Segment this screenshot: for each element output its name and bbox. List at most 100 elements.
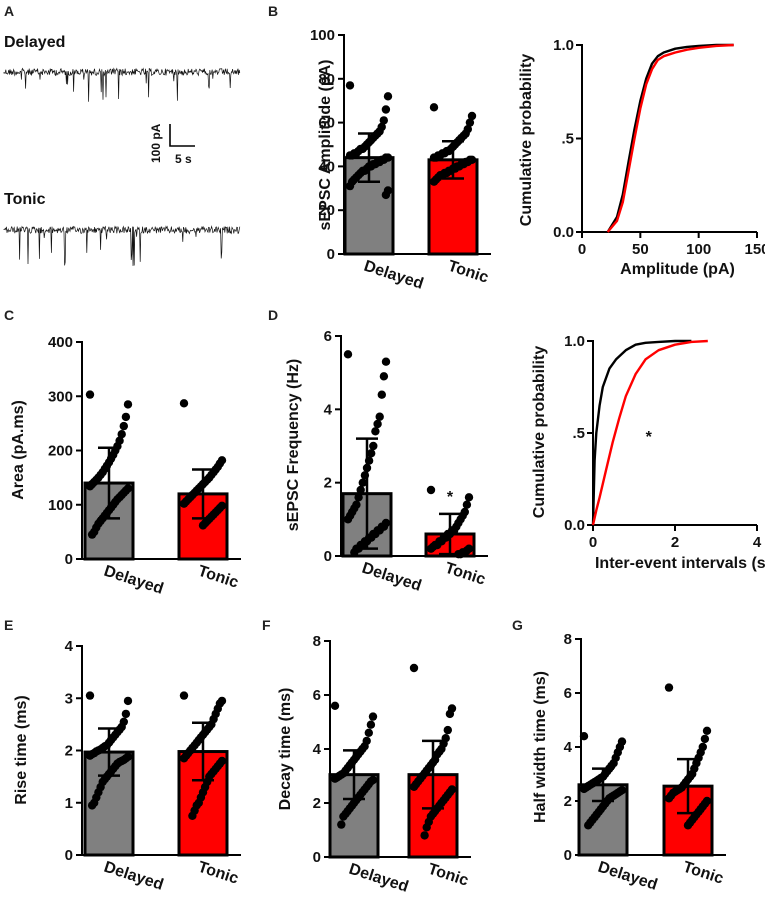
x-tick-label: 2 — [671, 534, 679, 551]
y-axis-label: Cumulative probability — [531, 346, 548, 519]
y-tick-label: 4 — [564, 739, 573, 756]
y-axis-label: Area (pA.ms) — [10, 400, 27, 500]
data-point — [87, 801, 97, 810]
y-tick-label: 400 — [48, 334, 73, 351]
y-tick-label: .5 — [561, 131, 574, 148]
y-axis-label: Half width time (ms) — [532, 671, 549, 823]
data-point — [121, 709, 131, 719]
category-label: Tonic — [196, 563, 241, 592]
y-tick-label: 100 — [310, 27, 335, 44]
data-point — [343, 350, 353, 359]
data-point — [429, 103, 439, 112]
data-point — [179, 754, 189, 763]
category-label: Tonic — [426, 861, 471, 890]
data-point — [700, 734, 710, 744]
significance-marker: * — [646, 429, 653, 446]
y-tick-label: 0.0 — [553, 224, 574, 241]
data-point — [375, 412, 384, 421]
data-point — [426, 544, 436, 553]
x-tick-label: 4 — [753, 534, 762, 551]
data-point — [579, 784, 589, 794]
data-point — [367, 449, 376, 458]
y-tick-label: 200 — [48, 443, 73, 460]
y-axis-label: sEPSC Amplitude (pA) — [317, 60, 334, 231]
data-point — [339, 812, 348, 821]
data-point — [330, 774, 340, 783]
y-tick-label: 8 — [313, 633, 321, 650]
panel-label-f: F — [262, 617, 271, 633]
y-tick-label: 1 — [65, 795, 73, 812]
data-point — [379, 116, 388, 125]
y-tick-label: 3 — [65, 690, 73, 707]
cdf-line-tonic — [606, 43, 734, 233]
y-tick-label: 1.0 — [564, 333, 585, 350]
category-label: Tonic — [681, 859, 726, 888]
data-point — [422, 823, 431, 832]
data-point — [179, 499, 189, 508]
y-tick-label: 0.0 — [564, 517, 585, 534]
scale-bar-y-label: 100 pA — [149, 123, 163, 163]
category-label: Delayed — [102, 859, 166, 894]
data-point — [354, 493, 363, 502]
data-point — [117, 430, 126, 439]
category-label: Delayed — [596, 859, 660, 894]
data-point — [381, 105, 391, 114]
data-point — [345, 181, 355, 191]
data-point — [85, 482, 95, 491]
data-point — [683, 821, 693, 830]
data-point — [198, 521, 208, 530]
y-tick-label: 2 — [564, 793, 572, 810]
data-point — [467, 111, 477, 121]
data-point — [383, 92, 393, 101]
interval-cumulative-plot: 0.0 .5 1.0 0 2 4 Cumulative probability Inter-e… — [531, 333, 765, 572]
y-tick-label: .5 — [572, 425, 585, 442]
category-label: Tonic — [446, 258, 491, 287]
data-point — [426, 485, 436, 495]
x-tick-label: 0 — [578, 241, 586, 258]
y-axis-label: Rise time (ms) — [13, 695, 30, 804]
y-tick-label: 0 — [564, 847, 572, 864]
y-tick-label: 100 — [48, 497, 73, 514]
y-tick-label: 8 — [564, 631, 572, 648]
category-label: Tonic — [443, 560, 488, 589]
panel-label-e: E — [4, 617, 13, 633]
panel-label-b: B — [268, 3, 278, 19]
y-tick-label: 4 — [324, 401, 333, 418]
y-tick-label: 6 — [324, 328, 332, 345]
data-point — [358, 478, 367, 487]
panel-label-a: A — [4, 3, 14, 19]
data-point — [337, 820, 346, 829]
trace-line — [3, 225, 241, 266]
data-point — [381, 357, 391, 366]
y-tick-label: 0 — [324, 548, 332, 565]
data-point — [330, 701, 340, 710]
data-point — [345, 81, 355, 90]
data-point — [369, 441, 378, 451]
data-point — [85, 751, 95, 760]
data-point — [123, 696, 133, 706]
y-tick-label: 4 — [313, 741, 322, 758]
scale-bar: 100 pA 5 s — [149, 123, 195, 166]
y-axis-label: Cumulative probability — [518, 54, 535, 227]
category-label: Delayed — [102, 563, 166, 598]
data-point — [409, 782, 419, 791]
data-point — [584, 821, 593, 830]
y-tick-label: 6 — [564, 685, 572, 702]
x-tick-label: 100 — [686, 241, 711, 258]
frequency-bar-chart: 0 2 4 6 sEPSC Frequency (Hz) Delayed Tonic * — [285, 328, 488, 595]
data-point — [345, 151, 355, 160]
y-tick-label: 2 — [324, 475, 332, 492]
cdf-line-tonic — [591, 339, 708, 526]
y-tick-label: 2 — [313, 795, 321, 812]
significance-marker: * — [447, 489, 454, 506]
delayed-trace-label: Delayed — [4, 34, 65, 51]
category-label: Delayed — [360, 560, 424, 595]
data-point — [119, 421, 128, 431]
data-point — [87, 530, 97, 539]
data-point — [373, 419, 382, 429]
cdf-line-delayed — [591, 339, 692, 526]
scale-bar-x-label: 5 s — [175, 152, 192, 166]
panel-label-g: G — [512, 617, 523, 633]
data-point — [429, 153, 439, 162]
data-point — [121, 412, 131, 422]
